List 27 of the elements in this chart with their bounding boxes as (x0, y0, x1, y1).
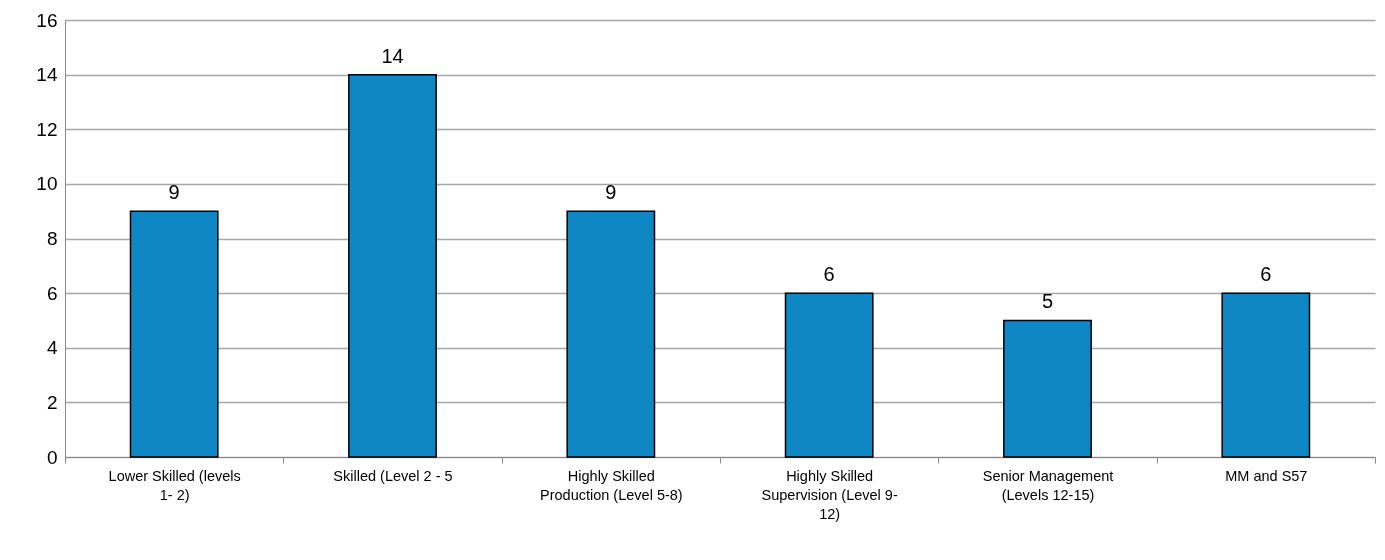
x-tick-label: Skilled (Level 2 - 5 (333, 467, 453, 484)
y-tick-label: 2 (46, 391, 58, 413)
x-tick-label: Lower Skilled (levels 1- 2) (108, 467, 241, 503)
y-tick-label: 0 (46, 446, 58, 468)
bar (129, 210, 219, 458)
data-label: 9 (168, 181, 180, 204)
y-tick-label: 16 (36, 9, 58, 31)
y-tick-label: 6 (46, 282, 58, 304)
x-tick-label: MM and S57 (1225, 467, 1308, 484)
y-tick-label: 4 (46, 337, 58, 359)
bar (1221, 292, 1311, 458)
x-tick-label: Highly Skilled Supervision (Level 9-12) (761, 467, 898, 522)
data-label: 9 (605, 181, 617, 204)
data-label: 6 (1260, 263, 1272, 286)
data-label: 14 (381, 44, 404, 67)
data-label: 6 (823, 263, 835, 286)
data-label: 5 (1041, 290, 1054, 313)
y-tick-label: 14 (36, 64, 58, 86)
x-tick-label: Senior Management (Levels 12-15) (982, 467, 1114, 503)
x-tick-label: Highly Skilled Production (Level 5-8) (540, 467, 683, 503)
bar (566, 210, 656, 458)
bar (1003, 319, 1092, 458)
y-tick-label: 10 (36, 173, 58, 195)
bar (784, 292, 874, 458)
bar (348, 73, 437, 458)
y-tick-label: 8 (46, 228, 58, 249)
y-tick-label: 12 (36, 118, 58, 140)
